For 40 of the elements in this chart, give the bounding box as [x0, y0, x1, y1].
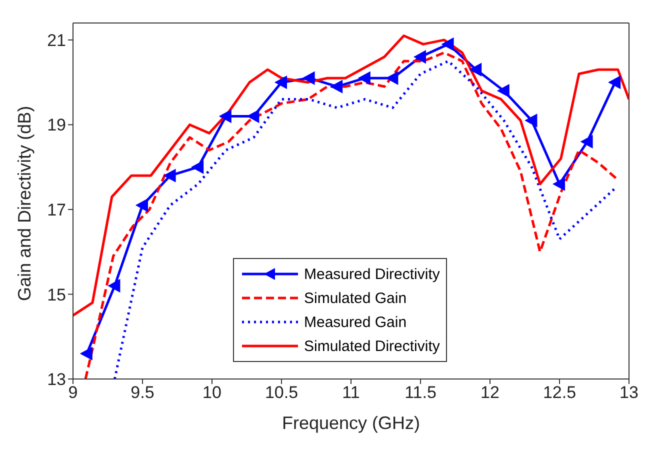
x-tick-label: 10.5	[264, 383, 298, 402]
point	[247, 110, 260, 123]
point	[553, 178, 565, 191]
y-tick-label: 17	[47, 200, 66, 220]
point	[219, 110, 232, 123]
x-tick-label: 11	[342, 383, 360, 402]
point	[386, 72, 398, 85]
x-tick-label: 9	[68, 383, 78, 402]
legend-label: Measured Directivity	[304, 266, 440, 282]
y-tick-label: 21	[47, 30, 66, 50]
point	[470, 63, 482, 76]
point	[136, 198, 148, 212]
point	[302, 72, 315, 85]
x-tick-label: 12	[480, 383, 500, 402]
point	[497, 84, 510, 98]
x-tick-label: 10	[202, 383, 222, 402]
point	[108, 279, 120, 292]
y-tick-label: 13	[47, 370, 66, 390]
point	[442, 38, 454, 51]
point	[330, 80, 343, 94]
point	[414, 50, 426, 64]
point	[192, 160, 204, 174]
x-tick-label: 11.5	[404, 383, 436, 402]
point	[80, 347, 92, 360]
point	[608, 76, 621, 89]
x-tick-label: 13	[620, 383, 638, 402]
y-tick-label: 15	[47, 285, 66, 304]
x-tick-label: 9.5	[130, 383, 154, 402]
point	[164, 169, 176, 182]
x-tick-label: 12.5	[542, 383, 576, 402]
y-axis-title: Gain and Directivity (dB)	[14, 106, 34, 301]
y-tick-label: 19	[47, 116, 66, 135]
legend-label: Simulated Directivity	[304, 338, 440, 354]
point	[275, 76, 287, 89]
point	[580, 135, 593, 148]
point	[525, 114, 538, 127]
legend-label: Simulated Gain	[304, 290, 407, 306]
point	[358, 72, 370, 85]
legend-label: Measured Gain	[304, 314, 407, 330]
x-axis-title: Frequency (GHz)	[282, 413, 420, 433]
